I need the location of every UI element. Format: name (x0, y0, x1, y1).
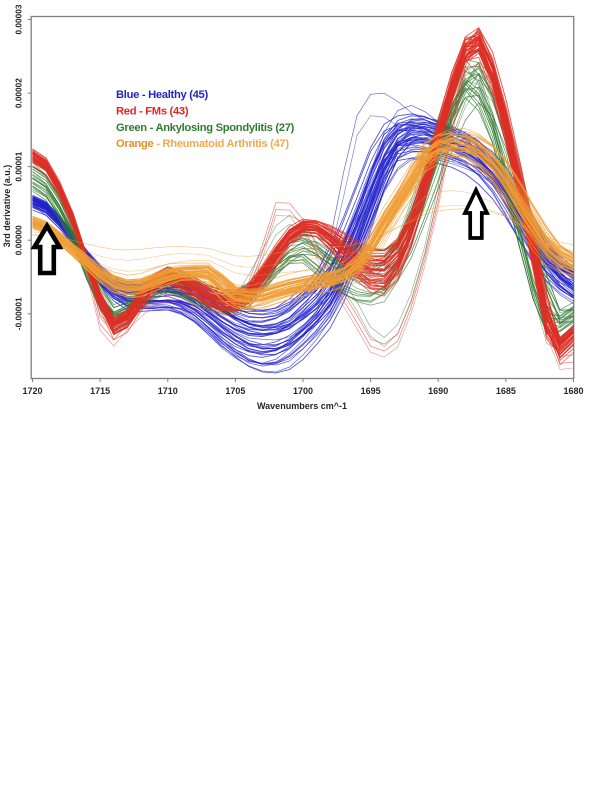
svg-text:1720: 1720 (22, 386, 42, 396)
svg-text:1710: 1710 (158, 386, 178, 396)
svg-text:Green - Ankylosing Spondylitis: Green - Ankylosing Spondylitis (27) (116, 122, 295, 134)
svg-text:1700: 1700 (293, 386, 313, 396)
svg-text:3rd derivative (a.u.): 3rd derivative (a.u.) (2, 165, 12, 248)
svg-text:1680: 1680 (563, 386, 583, 396)
svg-text:1705: 1705 (225, 386, 245, 396)
svg-text:1690: 1690 (428, 386, 448, 396)
svg-text:0.00001: 0.00001 (14, 151, 24, 181)
svg-text:Red - FMs (43): Red - FMs (43) (116, 105, 189, 117)
svg-text:Blue - Healthy (45): Blue - Healthy (45) (116, 89, 208, 101)
svg-text:0.00003: 0.00003 (14, 4, 24, 34)
svg-text:1695: 1695 (361, 386, 381, 396)
svg-text:1685: 1685 (496, 386, 516, 396)
svg-text:-0.00001: -0.00001 (14, 297, 24, 330)
svg-text:0.00002: 0.00002 (14, 78, 24, 108)
svg-text:1715: 1715 (90, 386, 110, 396)
svg-text:Wavenumbers cm^-1: Wavenumbers cm^-1 (257, 401, 347, 411)
svg-text:0.00000: 0.00000 (14, 225, 24, 255)
svg-text:Orange - Rheumatoid Arthritis: Orange - Rheumatoid Arthritis (47) (116, 138, 289, 150)
